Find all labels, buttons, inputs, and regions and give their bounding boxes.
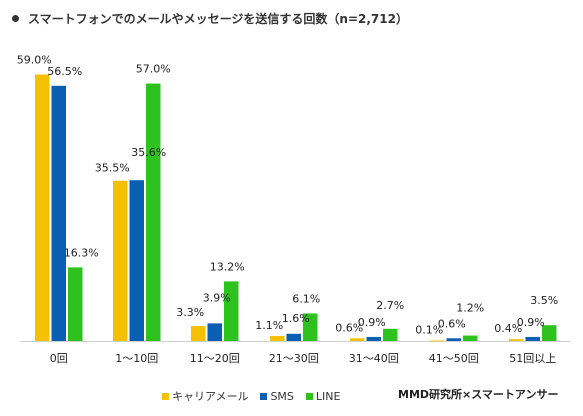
bar [509,339,524,341]
bar [51,85,66,341]
legend-item: SMS [260,390,294,403]
bar [191,326,206,341]
data-label: 1.6% [282,312,310,325]
x-tick-label: 0回 [50,352,68,365]
bar [525,336,540,341]
data-label: 13.2% [210,260,245,273]
data-label: 0.4% [494,322,522,335]
legend-swatch [305,392,313,400]
bar [430,340,445,342]
bar [113,180,128,341]
bar [303,313,318,341]
data-label: 3.5% [530,294,558,307]
data-label: 0.6% [438,317,466,330]
x-tick-label: 51回以上 [509,352,556,365]
data-label: 1.1% [255,319,283,332]
bar [129,180,144,341]
data-label: 0.9% [517,316,545,329]
data-label: 1.2% [456,302,484,315]
bar [270,336,285,341]
bar [463,335,478,341]
x-tick-label: 41〜50回 [429,352,479,365]
data-label: 35.6% [131,146,166,159]
legend-swatch [260,392,268,400]
data-label: 2.7% [376,299,404,312]
bar [146,83,161,342]
x-tick-label: 21〜30回 [269,352,319,365]
bar [350,338,365,341]
bar [224,281,239,341]
bar [207,323,222,341]
x-tick-label: 1〜10回 [115,352,158,365]
bar [366,336,381,341]
data-label: 0.6% [335,321,363,334]
data-label: 59.0% [17,54,52,67]
bar [446,338,461,341]
data-label: 6.1% [292,292,320,305]
bar [383,328,398,341]
x-tick-label: 11〜20回 [190,352,240,365]
legend-item: キャリアメール [162,388,248,404]
chart-title: スマートフォンでのメールやメッセージを送信する回数（n=2,712） [12,10,408,27]
bar [35,74,50,342]
data-label: 0.1% [415,324,443,337]
data-label: 3.9% [203,291,231,304]
data-label: 0.9% [358,316,386,329]
bar [542,325,557,341]
bullet-icon [12,15,19,22]
data-label: 56.5% [47,65,82,78]
chart-title-text: スマートフォンでのメールやメッセージを送信する回数（n=2,712） [28,12,408,26]
data-label: 57.0% [136,63,171,76]
legend: キャリアメール SMS LINE [162,388,352,404]
bar [286,333,301,341]
data-label: 35.5% [95,162,130,175]
legend-label: SMS [270,390,294,403]
data-label: 3.3% [176,306,204,319]
legend-label: キャリアメール [172,390,249,403]
legend-swatch [162,392,169,400]
x-tick-label: 31〜40回 [349,352,399,365]
source-credit: MMD研究所×スマートアンサー [398,388,559,401]
data-label: 16.3% [64,246,99,259]
legend-label: LINE [315,390,341,403]
bar [68,267,83,341]
legend-item: LINE [305,390,341,403]
